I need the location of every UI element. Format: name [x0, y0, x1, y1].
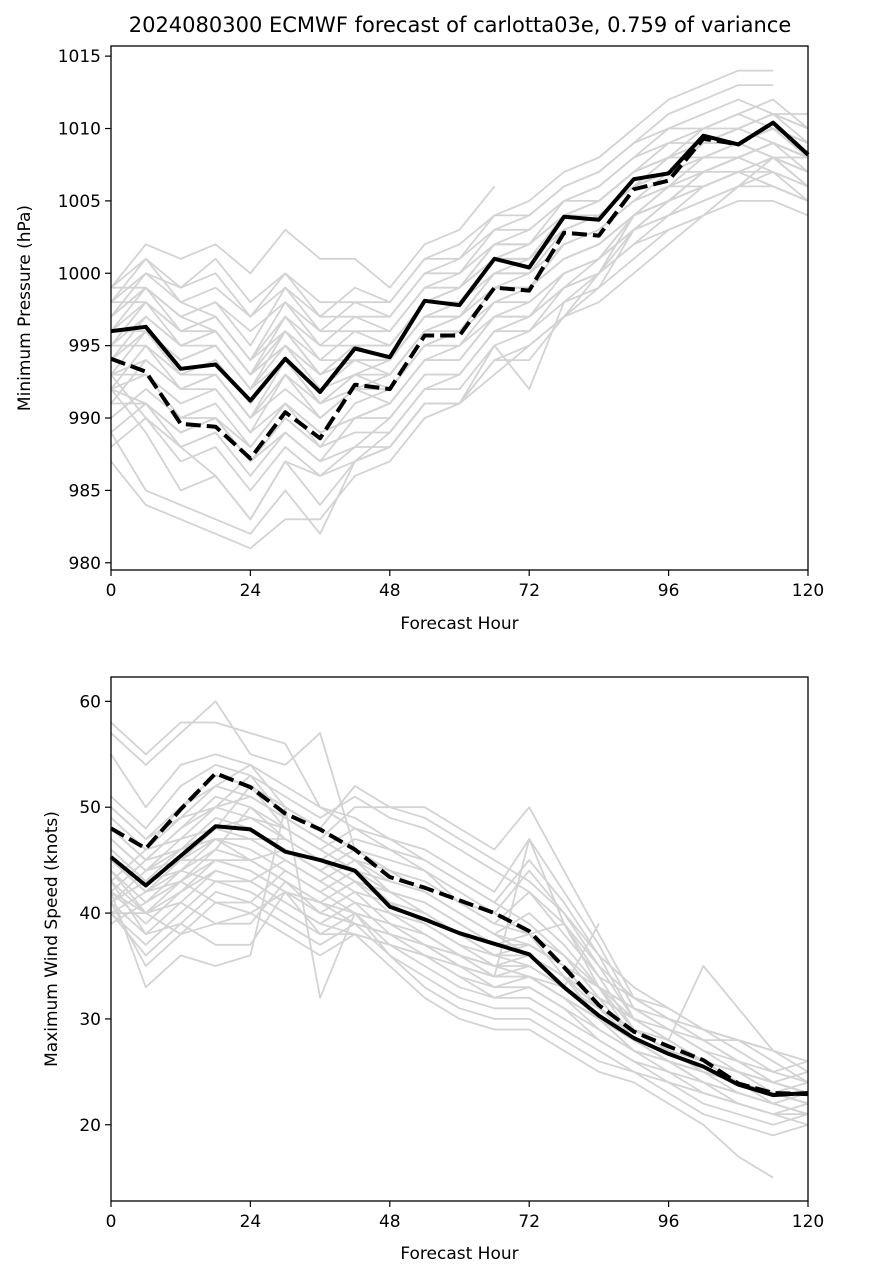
wind-x-tick-label: 48: [379, 1212, 401, 1232]
wind-y-tick-label: 60: [79, 692, 101, 712]
pressure-y-tick-label: 1000: [58, 264, 101, 284]
wind-ensemble-member-18: [110, 806, 808, 1116]
wind-ensemble-member-28: [110, 785, 809, 1073]
wind-ensemble-member-24: [110, 827, 809, 1094]
pressure-y-tick-label: 1010: [58, 120, 101, 140]
wind-ensemble-member-21: [110, 859, 809, 1126]
wind-ensemble-member-4: [110, 764, 809, 1094]
pressure-ensemble-member-3: [110, 84, 774, 333]
pressure-y-tick-label: 1005: [58, 192, 101, 212]
pressure-x-tick-label: 96: [658, 581, 680, 601]
wind-solid-line: [109, 824, 809, 1098]
wind-ensemble-member-22: [110, 848, 809, 1116]
pressure-ensemble-member-18: [110, 170, 809, 419]
pressure-panel: 0 24 48 72 96 120 980 985 990 995 1000 1005 1010 101…: [15, 45, 824, 634]
pressure-x-ticks: 0 24 48 72 96 120: [106, 570, 824, 601]
wind-x-axis-label: Forecast Hour: [400, 1244, 518, 1264]
pressure-ensemble-member-20: [111, 199, 809, 448]
pressure-ensemble-member-1: [110, 185, 496, 289]
wind-y-tick-label: 40: [79, 904, 101, 924]
wind-ensemble-member-33: [111, 838, 809, 1094]
wind-x-tick-label: 24: [240, 1212, 262, 1232]
wind-ensemble-member-29: [110, 774, 809, 1084]
wind-y-tick-label: 20: [79, 1116, 101, 1136]
wind-ensemble-member-15: [110, 880, 809, 1105]
wind-x-tick-label: 120: [792, 1212, 824, 1232]
wind-ensemble-member-34: [110, 891, 600, 989]
pressure-ensemble-member-21: [110, 156, 809, 376]
figure-title: 2024080300 ECMWF forecast of carlotta03e…: [129, 13, 792, 37]
pressure-ensemble-lines: [110, 69, 809, 550]
pressure-x-tick-label: 0: [106, 581, 117, 601]
pressure-summary-lines: [110, 120, 810, 461]
wind-x-tick-label: 96: [658, 1212, 680, 1232]
pressure-y-ticks: 980 985 990 995 1000 1005 1010 1015: [58, 47, 111, 574]
pressure-ensemble-member-13: [110, 113, 809, 318]
pressure-ensemble-member-14: [110, 127, 809, 347]
wind-ensemble-member-6: [110, 785, 809, 1094]
wind-ensemble-member-11: [110, 838, 809, 1105]
pressure-x-axis-label: Forecast Hour: [400, 614, 518, 634]
pressure-y-axis-label: Minimum Pressure (hPa): [15, 205, 35, 411]
wind-y-ticks: 20 30 40 50 60: [79, 692, 111, 1136]
wind-x-tick-label: 72: [518, 1212, 540, 1232]
pressure-ensemble-member-17: [110, 170, 809, 391]
wind-summary-lines: [109, 771, 809, 1098]
pressure-x-tick-label: 24: [240, 581, 262, 601]
pressure-ensemble-member-16: [110, 156, 809, 376]
wind-ensemble-member-19: [110, 880, 774, 1179]
pressure-x-tick-label: 72: [518, 581, 540, 601]
pressure-solid-line: [110, 120, 810, 403]
wind-ensemble-member-25: [110, 816, 809, 1084]
pressure-ensemble-member-15: [110, 142, 809, 362]
pressure-ensemble-member-2: [110, 69, 774, 318]
pressure-y-tick-label: 985: [69, 481, 101, 501]
pressure-ensemble-member-10: [110, 170, 809, 448]
wind-dashed-line: [109, 771, 809, 1097]
pressure-x-tick-label: 48: [379, 581, 401, 601]
pressure-y-tick-label: 980: [69, 554, 101, 574]
wind-x-ticks: 0 24 48 72 96 120: [106, 1201, 824, 1232]
wind-ensemble-member-1: [110, 721, 809, 1116]
pressure-axes-frame: [110, 45, 809, 571]
pressure-dashed-line: [110, 120, 810, 461]
wind-ensemble-member-5: [110, 774, 809, 1084]
pressure-y-tick-label: 990: [69, 409, 101, 429]
pressure-ensemble-member-28: [111, 142, 809, 463]
wind-y-tick-label: 50: [79, 798, 101, 818]
pressure-ensemble-member-11: [110, 156, 809, 463]
pressure-ensemble-member-29: [111, 142, 809, 448]
pressure-ensemble-member-19: [110, 185, 809, 434]
wind-ensemble-member-20: [110, 870, 809, 1137]
wind-panel: 0 24 48 72 96 120 20 30 40 50 60 Forecast Hour Ma…: [42, 676, 824, 1264]
wind-x-tick-label: 0: [106, 1212, 117, 1232]
pressure-ensemble-member-32: [111, 113, 809, 376]
pressure-y-tick-label: 1015: [58, 47, 101, 67]
wind-ensemble-member-23: [110, 838, 809, 1105]
pressure-y-tick-label: 995: [69, 337, 101, 357]
wind-y-tick-label: 30: [79, 1010, 101, 1030]
wind-ensemble-lines: [110, 700, 809, 1179]
wind-y-axis-label: Maximum Wind Speed (knots): [42, 811, 62, 1067]
pressure-x-tick-label: 120: [792, 581, 824, 601]
wind-axes-frame: [110, 676, 809, 1202]
